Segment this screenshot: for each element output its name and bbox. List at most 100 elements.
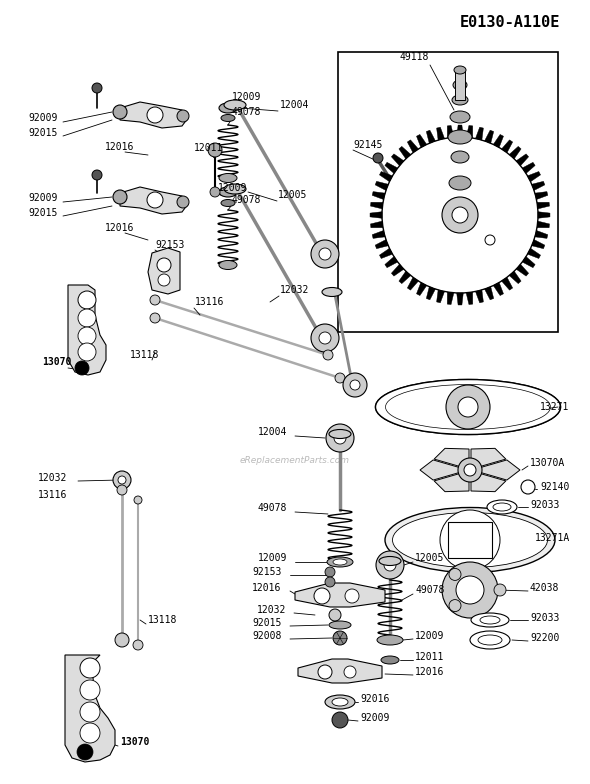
Circle shape <box>485 235 495 245</box>
Circle shape <box>134 496 142 504</box>
Circle shape <box>78 291 96 309</box>
Text: 42038: 42038 <box>530 583 559 593</box>
Ellipse shape <box>221 199 235 206</box>
Polygon shape <box>407 140 418 153</box>
Circle shape <box>334 432 346 444</box>
Circle shape <box>78 309 96 327</box>
Circle shape <box>115 633 129 647</box>
Circle shape <box>521 480 535 494</box>
Polygon shape <box>65 655 115 762</box>
Ellipse shape <box>381 656 399 664</box>
Circle shape <box>452 207 468 223</box>
Ellipse shape <box>327 557 353 567</box>
Text: 13118: 13118 <box>130 350 159 360</box>
Circle shape <box>133 640 143 650</box>
Ellipse shape <box>379 557 401 565</box>
Text: 12032: 12032 <box>257 605 286 615</box>
Circle shape <box>77 744 93 760</box>
Text: 92009: 92009 <box>28 193 57 203</box>
Ellipse shape <box>221 114 235 122</box>
Circle shape <box>210 187 220 197</box>
Circle shape <box>80 680 100 700</box>
Circle shape <box>335 373 345 383</box>
Ellipse shape <box>450 221 470 229</box>
Polygon shape <box>537 202 549 209</box>
Circle shape <box>332 712 348 728</box>
Circle shape <box>78 327 96 345</box>
Polygon shape <box>484 287 494 299</box>
Text: 92009: 92009 <box>360 713 389 723</box>
Circle shape <box>78 343 96 361</box>
Circle shape <box>157 258 171 272</box>
Circle shape <box>113 105 127 119</box>
Ellipse shape <box>329 621 351 629</box>
Polygon shape <box>522 162 535 173</box>
Ellipse shape <box>470 631 510 649</box>
Text: 12016: 12016 <box>415 667 444 677</box>
Text: 49118: 49118 <box>400 52 430 62</box>
Ellipse shape <box>375 379 560 434</box>
Text: 92140: 92140 <box>540 482 569 492</box>
Text: 13271: 13271 <box>540 402 569 412</box>
Ellipse shape <box>329 430 351 438</box>
Text: 49078: 49078 <box>232 195 261 205</box>
Circle shape <box>449 600 461 612</box>
Circle shape <box>80 702 100 722</box>
Text: 12005: 12005 <box>415 553 444 563</box>
Circle shape <box>150 295 160 305</box>
Polygon shape <box>68 285 106 375</box>
Circle shape <box>319 332 331 344</box>
Text: 49078: 49078 <box>232 107 261 117</box>
Circle shape <box>376 551 404 579</box>
Circle shape <box>208 143 222 157</box>
Polygon shape <box>509 147 521 159</box>
Ellipse shape <box>385 507 555 572</box>
Polygon shape <box>493 282 503 296</box>
Ellipse shape <box>322 288 342 296</box>
Polygon shape <box>371 202 383 209</box>
Text: 92033: 92033 <box>530 500 559 510</box>
Circle shape <box>150 313 160 323</box>
Polygon shape <box>493 134 503 147</box>
Ellipse shape <box>375 379 560 434</box>
Text: 92153: 92153 <box>155 240 184 250</box>
Text: 92008: 92008 <box>252 631 281 641</box>
Circle shape <box>147 107 163 123</box>
Circle shape <box>325 567 335 577</box>
Text: 92015: 92015 <box>28 128 57 138</box>
Text: 12016: 12016 <box>105 223 135 233</box>
Circle shape <box>92 83 102 93</box>
Circle shape <box>158 274 170 286</box>
Polygon shape <box>379 249 392 259</box>
Circle shape <box>458 397 478 417</box>
Circle shape <box>464 464 476 476</box>
Circle shape <box>456 576 484 604</box>
Polygon shape <box>372 230 385 238</box>
Polygon shape <box>427 130 435 143</box>
Polygon shape <box>148 248 180 294</box>
Polygon shape <box>391 154 404 165</box>
Polygon shape <box>434 448 469 467</box>
Polygon shape <box>399 147 411 159</box>
Ellipse shape <box>480 616 500 624</box>
Ellipse shape <box>471 613 509 627</box>
Ellipse shape <box>377 635 403 645</box>
Circle shape <box>311 324 339 352</box>
Polygon shape <box>532 240 545 249</box>
Text: 12011: 12011 <box>415 652 444 662</box>
Polygon shape <box>370 212 382 218</box>
Text: 92015: 92015 <box>28 208 57 218</box>
Circle shape <box>345 589 359 603</box>
Circle shape <box>311 240 339 268</box>
Polygon shape <box>375 240 388 249</box>
Polygon shape <box>502 278 513 290</box>
Text: 12009: 12009 <box>415 631 444 641</box>
Circle shape <box>75 361 89 375</box>
Polygon shape <box>457 293 463 305</box>
Polygon shape <box>391 264 404 276</box>
Circle shape <box>494 584 506 596</box>
Polygon shape <box>516 154 529 165</box>
Text: 13070: 13070 <box>120 737 149 747</box>
Polygon shape <box>437 290 444 303</box>
Text: 12011: 12011 <box>194 143 224 153</box>
